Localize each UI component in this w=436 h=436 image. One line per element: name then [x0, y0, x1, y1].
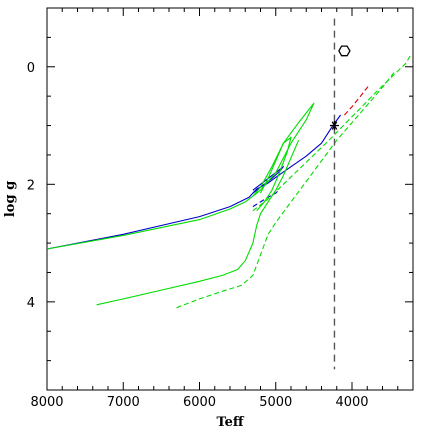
series-line-0	[47, 114, 342, 250]
y-axis-label: log g	[3, 181, 18, 217]
marker-layer	[329, 18, 351, 370]
x-tick-label: 7000	[107, 395, 140, 410]
series-line-8	[343, 85, 370, 116]
series-layer	[47, 53, 412, 309]
x-tick-label: 5000	[259, 395, 292, 410]
axis-ticks: 8000 7000 6000 5000 4000 0 2 4	[27, 7, 414, 410]
asterisk-marker	[329, 121, 339, 131]
series-line-5	[96, 139, 300, 306]
series-line-7	[252, 53, 412, 212]
series-line-2	[252, 188, 281, 208]
x-tick-label: 8000	[30, 395, 63, 410]
hexagon-marker	[338, 45, 351, 57]
y-tick-label: 0	[27, 61, 35, 76]
series-line-6	[176, 72, 395, 309]
series-line-3	[47, 102, 315, 250]
x-axis-label: Teff	[216, 415, 244, 430]
series-line-4	[256, 136, 292, 212]
x-tick-label: 4000	[335, 395, 368, 410]
x-tick-label: 6000	[183, 395, 216, 410]
plot-frame	[46, 7, 414, 391]
y-tick-label: 4	[27, 296, 35, 311]
y-tick-label: 2	[27, 178, 35, 193]
